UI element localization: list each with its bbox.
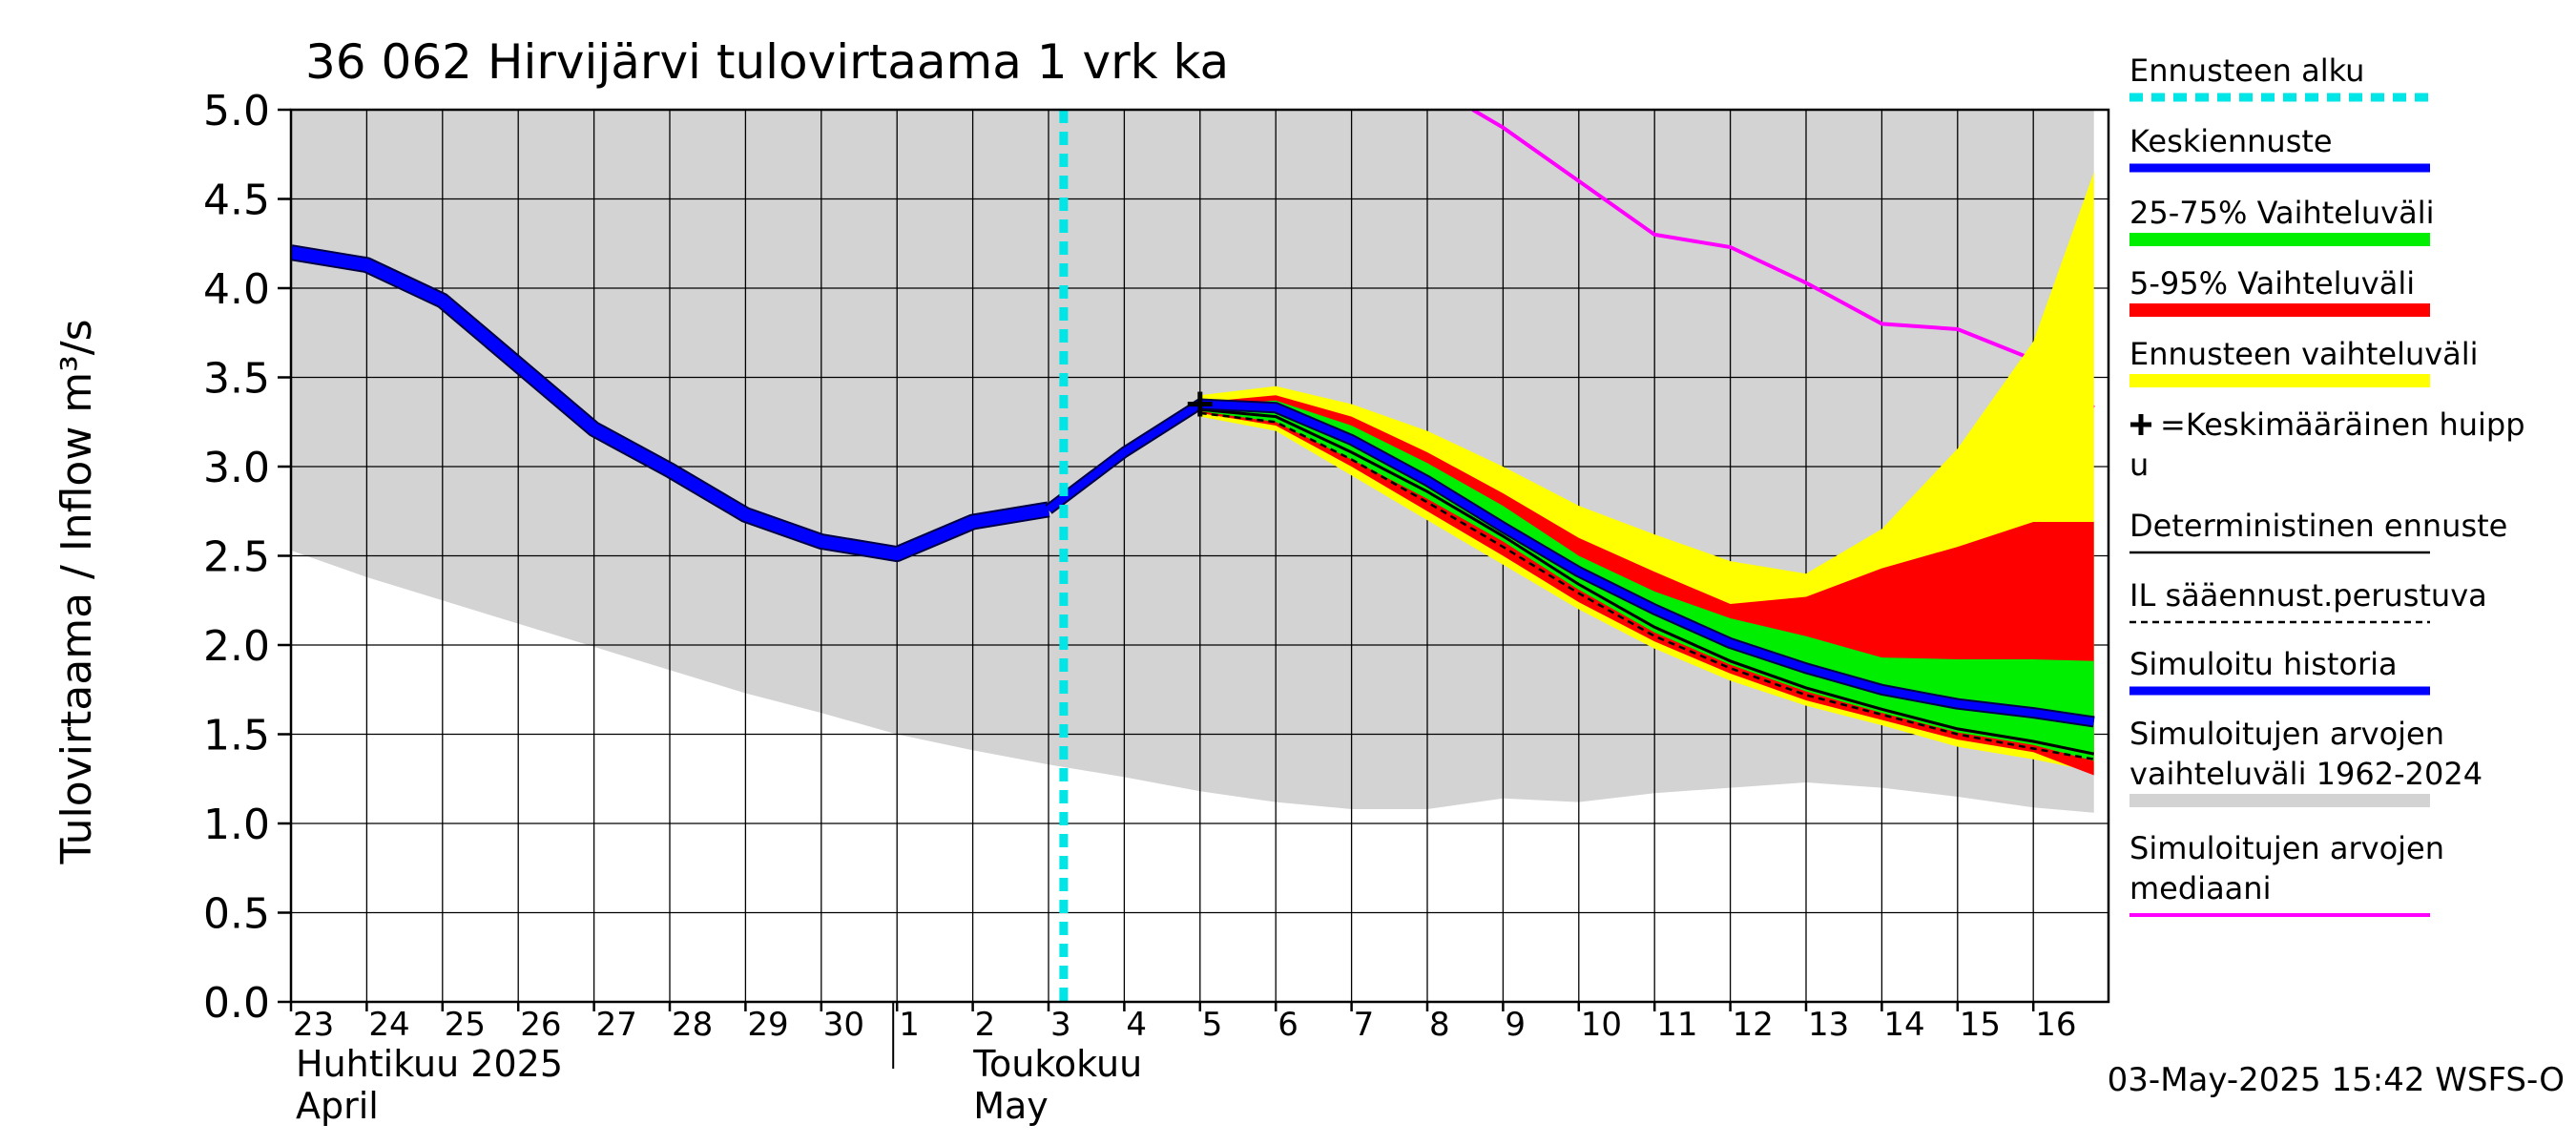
legend-item-hist-range: Simuloitujen arvojen vaihteluväli 1962-20… xyxy=(2129,716,2483,807)
x-tick-label: 28 xyxy=(672,1006,713,1044)
timestamp-footer: 03-May-2025 15:42 WSFS-O xyxy=(2108,1061,2565,1099)
legend-swatch xyxy=(2129,303,2430,317)
legend-label: Ennusteen alku xyxy=(2129,52,2364,89)
legend: Ennusteen alku Keskiennuste 25-75% Vaihtel… xyxy=(2129,52,2525,917)
y-tick-label: 2.5 xyxy=(203,533,270,582)
legend-label-line2: vaihteluväli 1962-2024 xyxy=(2129,756,2483,792)
axes: 0.00.51.01.52.02.53.03.54.04.55.023 24 25 2… xyxy=(203,87,2110,1127)
x-tick-label: 7 xyxy=(1354,1006,1375,1044)
legend-swatch xyxy=(2129,794,2430,807)
month-label-en: May xyxy=(973,1085,1049,1127)
legend-swatch xyxy=(2129,233,2430,246)
x-tick-label: 13 xyxy=(1808,1006,1849,1044)
y-tick-label: 4.0 xyxy=(203,265,270,314)
legend-label: Keskiennuste xyxy=(2129,123,2333,159)
legend-label-line2: mediaani xyxy=(2129,870,2271,906)
y-tick-label: 0.0 xyxy=(203,979,270,1028)
y-tick-label: 0.5 xyxy=(203,890,270,939)
legend-item-range-25-75: 25-75% Vaihteluväli xyxy=(2129,195,2434,246)
simulated-history-line xyxy=(291,246,1050,561)
x-tick-label: 24 xyxy=(368,1006,409,1044)
x-tick-label: 14 xyxy=(1883,1006,1924,1044)
median-line xyxy=(1471,110,2095,409)
legend-item-forecast-range: Ennusteen vaihteluväli xyxy=(2129,336,2479,387)
legend-label: Ennusteen vaihteluväli xyxy=(2129,336,2479,372)
x-tick-label: 23 xyxy=(293,1006,334,1044)
legend-label: 25-75% Vaihteluväli xyxy=(2129,195,2434,231)
y-tick-label: 5.0 xyxy=(203,87,270,135)
x-tick-label: 25 xyxy=(445,1006,486,1044)
legend-label: IL sääennust.perustuva xyxy=(2129,577,2487,614)
x-tick-label: 30 xyxy=(823,1006,864,1044)
legend-item-mean-forecast: Keskiennuste xyxy=(2129,123,2430,173)
month-label-fi: Toukokuu xyxy=(972,1043,1142,1085)
legend-item-mean-peak: =Keskimääräinen huipp u xyxy=(2129,406,2525,483)
x-tick-label: 2 xyxy=(975,1006,996,1044)
x-tick-label: 15 xyxy=(1960,1006,2001,1044)
legend-label: Simuloitu historia xyxy=(2129,646,2398,682)
y-tick-label: 1.0 xyxy=(203,801,270,849)
y-tick-label: 3.0 xyxy=(203,444,270,492)
mean-peak-marker xyxy=(1187,391,1213,417)
x-tick-label: 12 xyxy=(1733,1006,1774,1044)
x-tick-label: 11 xyxy=(1656,1006,1697,1044)
plot-series-group xyxy=(291,110,2109,1002)
legend-label-line2: u xyxy=(2129,447,2149,483)
legend-swatch xyxy=(2129,374,2430,387)
legend-item-il-based: IL sääennust.perustuva xyxy=(2129,577,2487,624)
legend-label: 5-95% Vaihteluväli xyxy=(2129,265,2415,302)
legend-item-range-5-95: 5-95% Vaihteluväli xyxy=(2129,265,2430,317)
legend-item-deterministic: Deterministinen ennuste xyxy=(2129,508,2507,554)
month-label-fi: Huhtikuu 2025 xyxy=(296,1043,563,1085)
x-tick-label: 26 xyxy=(520,1006,561,1044)
x-tick-label: 1 xyxy=(899,1006,920,1044)
x-tick-label: 3 xyxy=(1050,1006,1071,1044)
il-forecast-line xyxy=(1199,411,2094,760)
x-tick-label: 27 xyxy=(596,1006,637,1044)
y-tick-label: 1.5 xyxy=(203,712,270,760)
x-tick-label: 10 xyxy=(1581,1006,1622,1044)
deterministic-forecast-line xyxy=(1199,407,2095,756)
x-tick-label: 16 xyxy=(2035,1006,2076,1044)
grid-lines xyxy=(291,110,2109,1002)
legend-label: =Keskimääräinen huipp xyxy=(2160,406,2525,443)
legend-label: Simuloitujen arvojen xyxy=(2129,716,2444,752)
legend-item-simulated-history: Simuloitu historia xyxy=(2129,646,2430,696)
y-axis-label: Tulovirtaama / Inflow m³/s xyxy=(52,319,101,864)
legend-item-forecast-start: Ennusteen alku xyxy=(2129,52,2430,102)
x-tick-label: 5 xyxy=(1202,1006,1223,1044)
x-tick-label: 6 xyxy=(1278,1006,1298,1044)
y-tick-label: 4.5 xyxy=(203,177,270,225)
x-tick-label: 4 xyxy=(1126,1006,1147,1044)
x-tick-label: 9 xyxy=(1505,1006,1526,1044)
x-tick-label: 8 xyxy=(1429,1006,1450,1044)
legend-item-median: Simuloitujen arvojen mediaani xyxy=(2129,830,2444,917)
plot-area xyxy=(291,110,2109,1002)
month-label-en: April xyxy=(296,1085,379,1127)
x-tick-label: 29 xyxy=(747,1006,788,1044)
y-tick-label: 3.5 xyxy=(203,355,270,404)
chart-title: 36 062 Hirvijärvi tulovirtaama 1 vrk ka xyxy=(305,34,1229,90)
mean-forecast-line xyxy=(1046,400,2095,726)
legend-label: Deterministinen ennuste xyxy=(2129,508,2507,544)
legend-label: Simuloitujen arvojen xyxy=(2129,830,2444,866)
y-tick-label: 2.0 xyxy=(203,622,270,671)
